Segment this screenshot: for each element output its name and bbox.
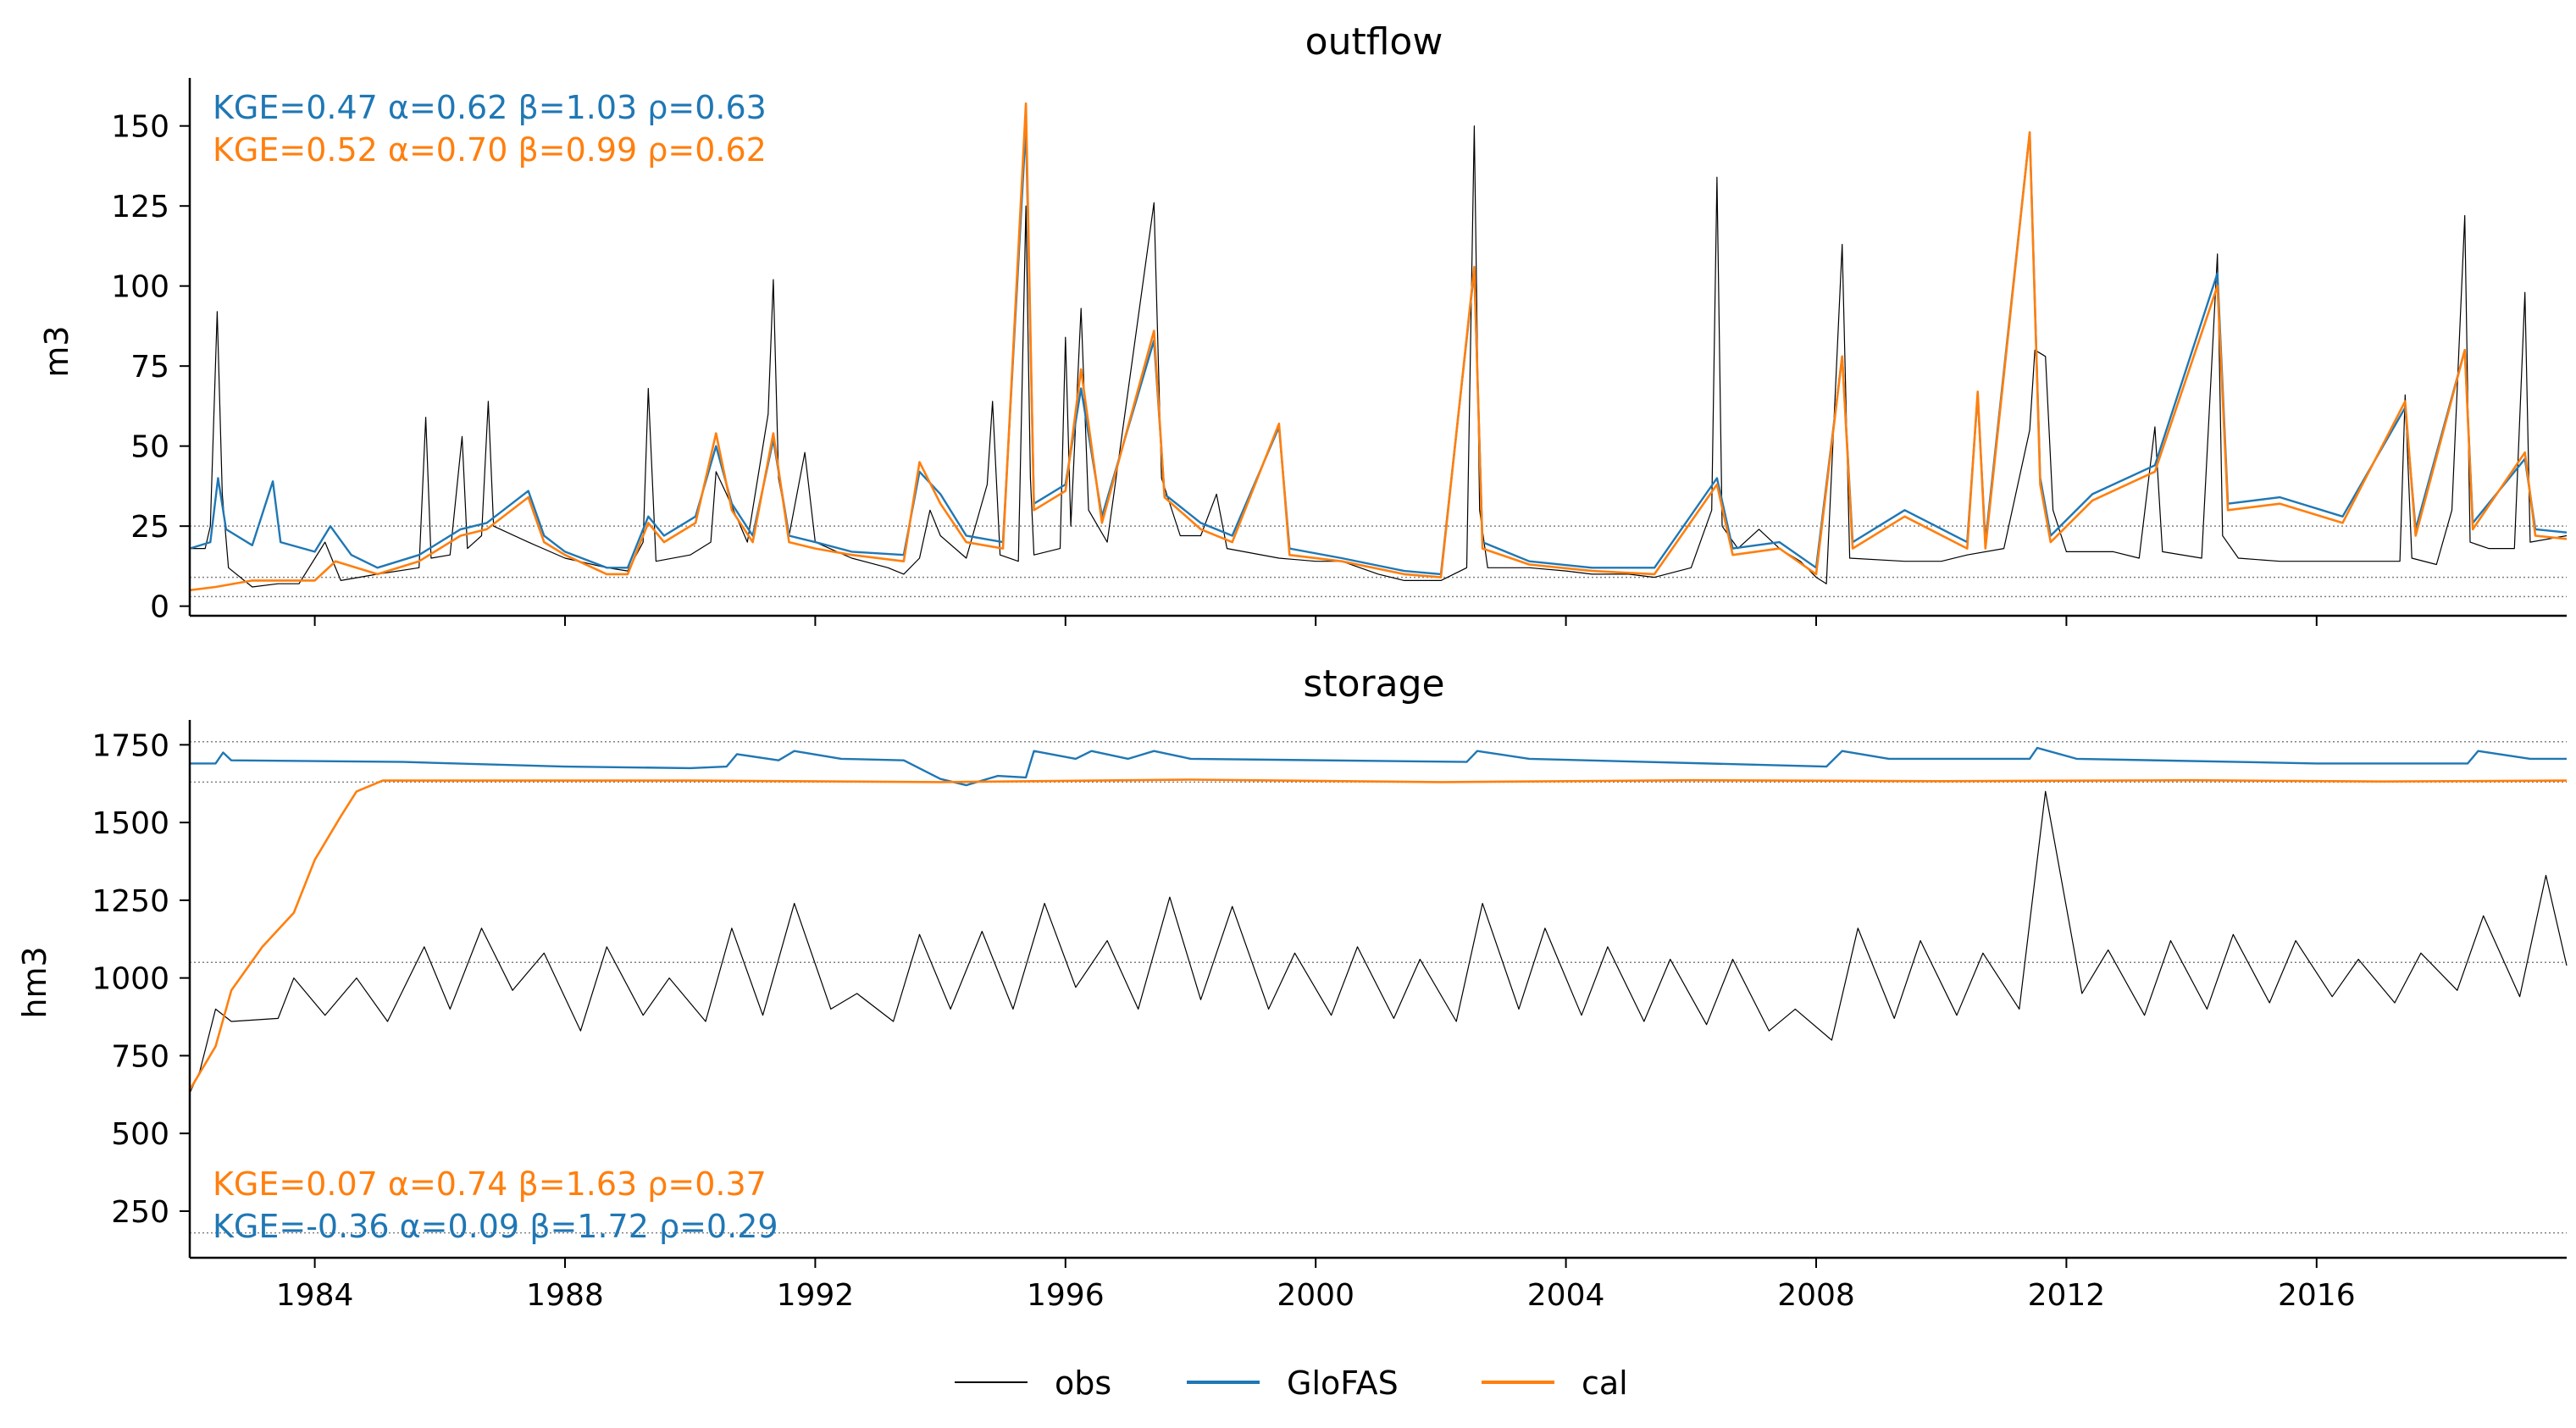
y-tick-label: 150 bbox=[111, 110, 169, 145]
x-tick-label: 1984 bbox=[276, 1278, 354, 1313]
legend: obs GloFAS cal bbox=[955, 1364, 1628, 1402]
y-tick-label: 100 bbox=[111, 270, 169, 305]
y-tick-label: 1250 bbox=[91, 884, 169, 919]
metrics-text-cal: KGE=0.07 α=0.74 β=1.63 ρ=0.37 bbox=[213, 1165, 767, 1203]
metrics-text-glofas: KGE=-0.36 α=0.09 β=1.72 ρ=0.29 bbox=[213, 1208, 778, 1245]
series-line-glofas bbox=[190, 746, 2567, 787]
legend-item-cal: cal bbox=[1482, 1364, 1628, 1402]
y-tick-label: 1500 bbox=[91, 806, 169, 841]
y-tick-label: 500 bbox=[111, 1117, 169, 1152]
y-tick-label: 1750 bbox=[91, 728, 169, 763]
storage-title: storage bbox=[1303, 662, 1444, 706]
series-line-cal bbox=[189, 102, 2568, 592]
series-line-cal bbox=[188, 778, 2568, 1091]
x-tick-label: 1996 bbox=[1027, 1278, 1105, 1313]
legend-label-glofas: GloFAS bbox=[1287, 1364, 1399, 1402]
series-line-glofas bbox=[189, 125, 2568, 576]
y-tick-label: 75 bbox=[130, 350, 169, 385]
y-tick-label: 0 bbox=[150, 590, 169, 625]
x-tick-label: 2004 bbox=[1527, 1278, 1605, 1313]
outflow-panel: outflow m3 0 25 50 75 100 125 150 KGE=0.47 α=0… bbox=[38, 20, 2568, 626]
legend-item-glofas: GloFAS bbox=[1187, 1364, 1399, 1402]
x-tick-label: 1992 bbox=[777, 1278, 855, 1313]
legend-label-obs: obs bbox=[1055, 1364, 1111, 1402]
series-line-obs bbox=[189, 790, 2568, 1093]
y-tick-label: 250 bbox=[111, 1195, 169, 1230]
y-tick-label: 25 bbox=[130, 510, 169, 545]
x-tick-label: 2000 bbox=[1277, 1278, 1354, 1313]
y-tick-label: 1000 bbox=[91, 962, 169, 997]
legend-label-cal: cal bbox=[1582, 1364, 1628, 1402]
storage-ylabel: hm3 bbox=[16, 946, 53, 1018]
storage-panel: storage hm3 250 500 750 1000 1250 1500 1750 198… bbox=[16, 662, 2568, 1313]
legend-item-obs: obs bbox=[955, 1364, 1111, 1402]
series-line-obs bbox=[190, 125, 2568, 588]
outflow-ylabel: m3 bbox=[38, 325, 75, 377]
outflow-title: outflow bbox=[1305, 20, 1443, 64]
x-tick-label: 1988 bbox=[526, 1278, 604, 1313]
y-tick-label: 50 bbox=[130, 430, 169, 465]
x-tick-label: 2016 bbox=[2278, 1278, 2356, 1313]
metrics-text-cal: KGE=0.52 α=0.70 β=0.99 ρ=0.62 bbox=[213, 131, 767, 169]
x-tick-label: 2012 bbox=[2028, 1278, 2106, 1313]
y-tick-label: 750 bbox=[111, 1039, 169, 1074]
metrics-text-glofas: KGE=0.47 α=0.62 β=1.03 ρ=0.63 bbox=[213, 89, 767, 126]
x-tick-label: 2008 bbox=[1777, 1278, 1855, 1313]
y-tick-label: 125 bbox=[111, 190, 169, 224]
